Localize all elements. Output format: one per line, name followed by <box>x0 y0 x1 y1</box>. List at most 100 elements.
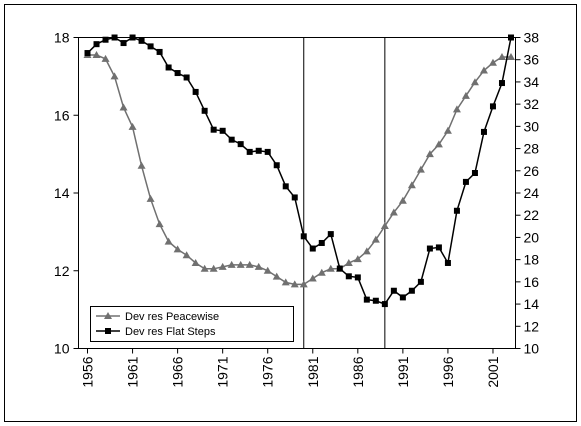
x-tick-label: 1996 <box>440 356 456 387</box>
square-marker <box>282 183 289 190</box>
square-marker <box>471 170 478 177</box>
legend-box <box>90 306 294 342</box>
x-tick-label: 1991 <box>395 356 411 387</box>
triangle-marker <box>443 126 452 134</box>
square-marker <box>309 245 316 252</box>
y2-tick-label: 38 <box>524 30 540 46</box>
triangle-marker <box>218 262 227 270</box>
y2-tick-label: 18 <box>524 252 540 268</box>
legend-label: Dev res Peacewise <box>125 311 219 323</box>
triangle-marker <box>317 268 326 276</box>
square-marker <box>129 34 136 41</box>
y-tick-label: 18 <box>54 30 70 46</box>
triangle-marker <box>191 258 200 266</box>
triangle-marker <box>110 72 119 80</box>
square-marker <box>201 107 208 114</box>
square-marker <box>462 178 469 185</box>
y2-tick-label: 32 <box>524 96 540 112</box>
triangle-marker <box>254 262 263 270</box>
triangle-marker <box>506 52 515 60</box>
triangle-marker <box>209 264 218 272</box>
legend: Dev res Peacewise Dev res Flat Steps <box>90 306 294 342</box>
triangle-marker <box>281 278 290 286</box>
y2-tick-label: 26 <box>524 163 540 179</box>
triangle-marker <box>434 140 443 148</box>
square-marker <box>174 70 181 77</box>
triangle-marker <box>416 165 425 173</box>
square-marker <box>399 294 406 301</box>
square-marker <box>105 328 111 334</box>
square-marker <box>228 136 235 143</box>
square-marker <box>372 297 379 304</box>
square-marker <box>111 34 118 41</box>
square-marker <box>300 233 307 240</box>
square-marker <box>138 37 145 44</box>
triangle-marker <box>128 122 137 130</box>
square-marker <box>120 40 127 47</box>
triangle-marker <box>290 280 299 288</box>
triangle-marker <box>92 50 101 58</box>
triangle-marker <box>155 220 164 228</box>
square-marker <box>219 127 226 134</box>
triangle-marker <box>488 58 497 66</box>
square-marker <box>192 88 199 95</box>
y2-tick-label: 22 <box>524 207 540 223</box>
square-marker <box>156 48 163 55</box>
series-line <box>87 54 511 286</box>
square-marker <box>93 41 100 48</box>
legend-label: Dev res Flat Steps <box>125 326 216 338</box>
y2-tick-label: 20 <box>524 229 540 245</box>
square-marker <box>444 259 451 266</box>
square-marker <box>255 147 262 154</box>
square-marker <box>291 194 298 201</box>
square-marker <box>354 274 361 281</box>
square-marker <box>498 80 505 87</box>
square-marker <box>363 296 370 303</box>
triangle-marker <box>389 208 398 216</box>
square-marker <box>147 43 154 50</box>
chart-frame <box>4 4 577 422</box>
triangle-marker <box>479 66 488 74</box>
square-marker <box>390 287 397 294</box>
triangle-marker <box>101 54 110 62</box>
square-marker <box>327 231 334 238</box>
triangle-marker <box>104 312 112 319</box>
square-marker <box>102 36 109 43</box>
triangle-marker <box>236 260 245 268</box>
square-marker <box>210 126 217 133</box>
y2-tick-label: 14 <box>524 296 540 312</box>
y2-tick-label: 28 <box>524 141 540 157</box>
triangle-marker <box>407 181 416 189</box>
square-marker <box>453 207 460 214</box>
x-tick-label: 1961 <box>125 356 141 387</box>
x-tick-label: 1971 <box>215 356 231 387</box>
triangle-marker <box>263 266 272 274</box>
square-marker <box>165 64 172 71</box>
square-marker <box>345 273 352 280</box>
triangle-marker <box>308 274 317 282</box>
triangle-marker <box>137 161 146 169</box>
square-marker <box>264 148 271 155</box>
triangle-marker <box>173 245 182 253</box>
x-tick-label: 1986 <box>350 356 366 387</box>
triangle-marker <box>425 150 434 158</box>
y-tick-label: 16 <box>54 107 70 123</box>
square-marker <box>435 244 442 251</box>
square-marker <box>417 278 424 285</box>
triangle-marker <box>245 260 254 268</box>
square-marker <box>426 245 433 252</box>
square-marker <box>489 103 496 110</box>
y-tick-label: 14 <box>54 185 70 201</box>
triangle-marker <box>146 194 155 202</box>
triangle-marker <box>497 52 506 60</box>
triangle-marker <box>227 260 236 268</box>
plot-frame <box>78 37 516 349</box>
x-tick-label: 1966 <box>170 356 186 387</box>
y-tick-label: 10 <box>54 341 70 357</box>
triangle-marker <box>362 247 371 255</box>
triangle-marker <box>299 280 308 288</box>
x-tick-label: 1981 <box>305 356 321 387</box>
y2-tick-label: 24 <box>524 185 540 201</box>
square-marker <box>237 141 244 148</box>
